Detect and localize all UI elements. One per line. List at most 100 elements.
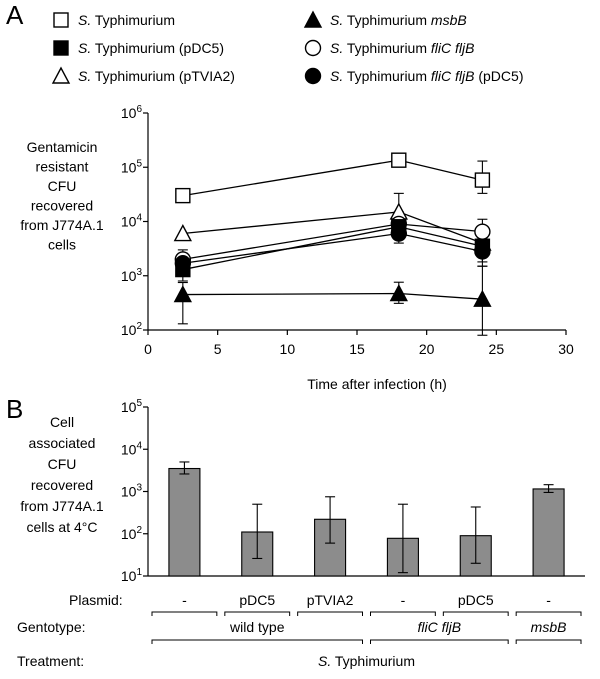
y-axis-title-line: Gentamicin xyxy=(27,139,98,155)
plasmid-bracket xyxy=(224,611,291,616)
y-tick-label: 106 xyxy=(121,104,143,121)
filled-square-marker xyxy=(53,40,69,56)
legend-entry: S. Typhimurium fliC fljB (pDC5) xyxy=(304,67,523,85)
plasmid-bracket xyxy=(442,611,509,616)
y-axis-title-line: resistant xyxy=(36,159,89,175)
y-axis-title-line: from J774A.1 xyxy=(20,498,103,514)
series-line xyxy=(182,292,483,300)
y-axis-title-line: CFU xyxy=(48,178,77,194)
series-markers xyxy=(173,152,492,307)
genotype-bracket xyxy=(151,639,363,644)
y-axis-title: Cell associated CFU recovered from J774A.1 ce… xyxy=(20,414,103,535)
panel-a-line-chart: S. Typhimurium S. Typhimurium (pDC5) S. Ty… xyxy=(20,10,574,392)
y-axis-title-line: cells xyxy=(48,237,76,253)
legend-entry: S. Typhimurium (pTVIA2) xyxy=(51,66,235,84)
filled-circle-marker xyxy=(304,67,322,85)
y-axis-title-line: CFU xyxy=(48,456,77,472)
y-axis-title-line: associated xyxy=(29,435,96,451)
error-bar xyxy=(543,484,554,493)
y-tick-label: 101 xyxy=(121,567,143,584)
bar xyxy=(532,488,565,577)
y-axis-title-line: recovered xyxy=(31,477,93,493)
plasmid-label: - xyxy=(182,592,187,608)
legend-entry: S. Typhimurium msbB xyxy=(303,10,467,28)
y-tick-labels: 102 103 104 105 106 xyxy=(121,104,143,338)
y-tick-labels: 101 102 103 104 105 xyxy=(121,398,143,584)
error-bar xyxy=(252,503,263,560)
genotype-bracket xyxy=(515,639,582,644)
plasmid-bracket xyxy=(515,611,582,616)
x-tick-label: 10 xyxy=(280,341,296,357)
category-table: Plasmid: Gentotype: Treatment: - pDC5 pTVIA2 -… xyxy=(17,592,582,669)
error-bars xyxy=(179,461,554,574)
series-line xyxy=(182,159,483,197)
plasmid-label: pTVIA2 xyxy=(307,592,354,608)
treatment-row-title: Treatment: xyxy=(17,653,84,669)
y-tick-label: 103 xyxy=(121,267,143,284)
x-tick-label: 25 xyxy=(489,341,505,357)
x-tick-labels: 0 5 10 15 20 25 30 xyxy=(144,341,574,357)
y-tick-label: 104 xyxy=(121,440,143,457)
legend-label: S. Typhimurium xyxy=(78,12,175,28)
series-lines xyxy=(182,159,483,300)
legend-label: S. Typhimurium (pDC5) xyxy=(78,40,224,56)
y-axis-title-line: cells at 4°C xyxy=(27,519,98,535)
y-tick-label: 105 xyxy=(121,398,143,415)
open-square-marker xyxy=(175,187,191,204)
genotype-label: msbB xyxy=(531,619,567,635)
series-line xyxy=(182,232,483,264)
y-tick-label: 105 xyxy=(121,158,143,175)
y-tick-label: 103 xyxy=(121,483,143,500)
x-tick-label: 5 xyxy=(214,341,222,357)
y-axis-title-line: from J774A.1 xyxy=(20,217,103,233)
panel-a-label: A xyxy=(6,0,24,30)
open-triangle-marker xyxy=(51,66,71,84)
filled-circle-marker xyxy=(174,255,192,272)
y-axis-title-line: recovered xyxy=(31,198,93,214)
axes xyxy=(143,406,585,577)
legend-entry: S. Typhimurium xyxy=(53,12,175,28)
x-tick-label: 15 xyxy=(349,341,365,357)
filled-triangle-marker xyxy=(473,289,492,307)
genotype-row-title: Gentotype: xyxy=(17,619,86,635)
legend: S. Typhimurium S. Typhimurium (pDC5) S. Ty… xyxy=(51,10,523,85)
genotype-label: wild type xyxy=(229,619,285,635)
y-axis-title: Gentamicin resistant CFU recovered from J774… xyxy=(20,139,103,253)
legend-entry: S. Typhimurium fliC fljB xyxy=(304,39,474,57)
legend-entry: S. Typhimurium (pDC5) xyxy=(53,40,224,56)
x-tick-label: 0 xyxy=(144,341,152,357)
axes xyxy=(143,112,567,335)
bars xyxy=(168,467,565,577)
y-tick-label: 104 xyxy=(121,213,143,230)
open-square-marker xyxy=(474,172,491,188)
open-circle-marker xyxy=(304,39,322,57)
legend-label: S. Typhimurium fliC fljB xyxy=(330,40,474,56)
bar xyxy=(168,467,201,577)
y-tick-label: 102 xyxy=(121,525,143,542)
error-bar xyxy=(325,496,336,544)
open-square-marker xyxy=(53,12,69,28)
filled-triangle-marker xyxy=(303,10,323,28)
panel-b-bar-chart: Cell associated CFU recovered from J774A.1 ce… xyxy=(17,398,585,669)
open-square-marker xyxy=(391,152,407,168)
filled-circle-marker xyxy=(390,225,407,242)
error-bar xyxy=(397,503,408,574)
open-triangle-marker xyxy=(173,224,192,242)
filled-triangle-marker xyxy=(389,284,408,302)
plasmid-bracket xyxy=(370,611,436,616)
plasmid-bracket xyxy=(151,611,218,616)
plasmid-bracket xyxy=(297,611,363,616)
legend-label: S. Typhimurium (pTVIA2) xyxy=(78,68,235,84)
plasmid-label: - xyxy=(546,592,551,608)
plasmid-label: - xyxy=(401,592,406,608)
plasmid-label: pDC5 xyxy=(458,592,494,608)
x-tick-label: 30 xyxy=(558,341,574,357)
x-axis-title: Time after infection (h) xyxy=(307,376,447,392)
genotype-label: fliC fljB xyxy=(418,619,462,635)
x-tick-label: 20 xyxy=(419,341,435,357)
y-tick-label: 102 xyxy=(121,321,143,338)
filled-circle-marker xyxy=(474,243,491,260)
plasmid-label: pDC5 xyxy=(239,592,275,608)
legend-label: S. Typhimurium fliC fljB (pDC5) xyxy=(330,68,523,84)
